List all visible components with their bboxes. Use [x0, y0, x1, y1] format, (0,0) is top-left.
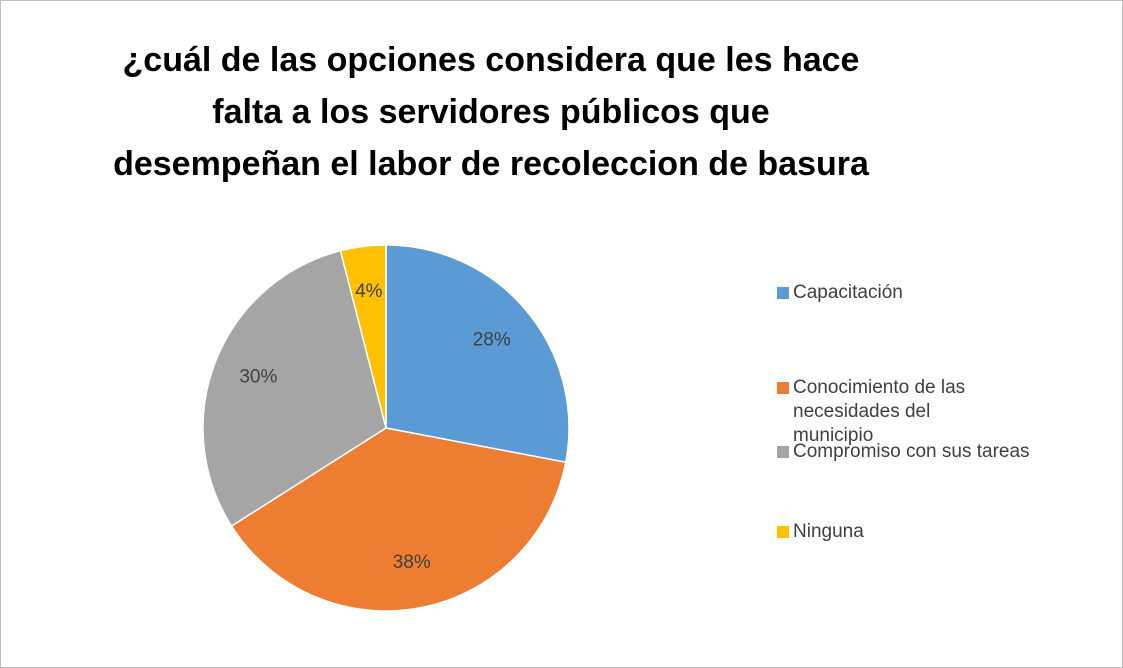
pie-slice — [385, 244, 570, 464]
legend-item: Ninguna — [777, 520, 1107, 544]
data-label: 28% — [473, 330, 511, 351]
legend-swatch — [777, 382, 789, 394]
chart-title: ¿cuál de las opciones considera que les … — [113, 41, 869, 183]
legend-swatch — [777, 446, 789, 458]
legend-item: Capacitación — [777, 281, 1107, 305]
data-label: 38% — [393, 552, 431, 573]
data-label: 30% — [239, 366, 277, 387]
legend-swatch — [777, 526, 789, 538]
legend-swatch — [777, 287, 789, 299]
data-label: 4% — [355, 281, 383, 302]
pie-slice — [202, 249, 387, 528]
pie-slice — [339, 244, 387, 429]
legend-item: Conocimiento de las necesidades del muni… — [777, 376, 1107, 448]
legend-label: Conocimiento de las necesidades del muni… — [793, 377, 966, 446]
legend-label: Capacitación — [793, 282, 903, 303]
legend-label: Compromiso con sus tareas — [793, 441, 1030, 462]
legend-item: Compromiso con sus tareas — [777, 440, 1107, 464]
legend-label: Ninguna — [793, 521, 864, 542]
